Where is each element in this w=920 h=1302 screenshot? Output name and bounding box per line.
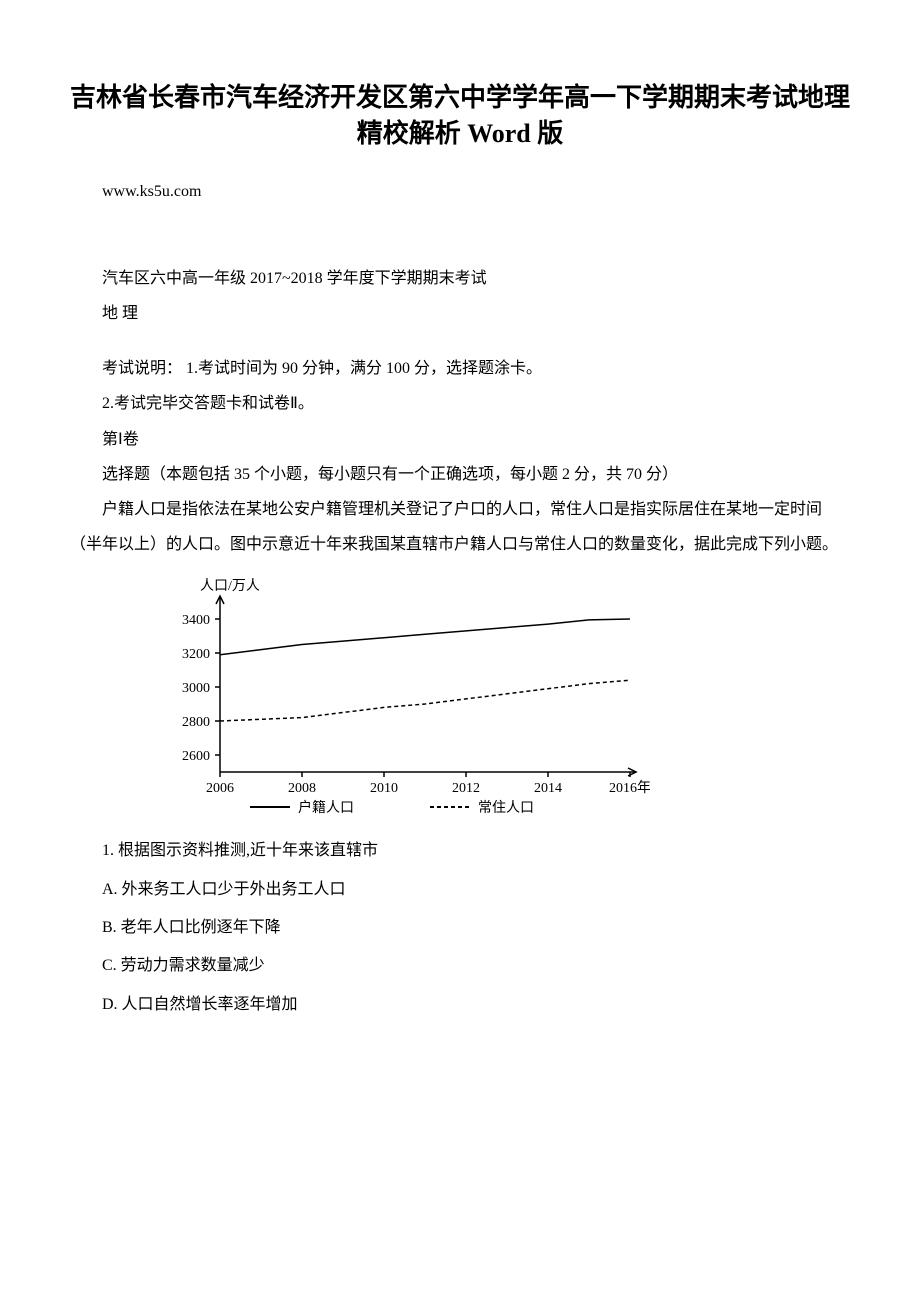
option-b: B. 老年人口比例逐年下降 (70, 909, 850, 947)
svg-text:户籍人口: 户籍人口 (298, 799, 354, 816)
svg-text:2016年: 2016年 (609, 780, 650, 796)
intro-paragraph: 户籍人口是指依法在某地公安户籍管理机关登记了户口的人口，常住人口是指实际居住在某… (70, 492, 850, 562)
option-d: D. 人口自然增长率逐年增加 (70, 986, 850, 1024)
svg-text:3400: 3400 (182, 613, 210, 628)
section-1-description: 选择题（本题包括 35 个小题，每小题只有一个正确选项，每小题 2 分，共 70… (70, 457, 850, 492)
svg-text:2008: 2008 (288, 781, 316, 796)
question-1: 1. 根据图示资料推测,近十年来该直辖市 (70, 832, 850, 870)
section-1-heading: 第Ⅰ卷 (70, 422, 850, 457)
option-c: C. 劳动力需求数量减少 (70, 947, 850, 985)
svg-text:2800: 2800 (182, 715, 210, 730)
document-title: 吉林省长春市汽车经济开发区第六中学学年高一下学期期末考试地理精校解析 Word … (70, 80, 850, 153)
svg-text:人口/万人: 人口/万人 (200, 578, 260, 594)
svg-text:2600: 2600 (182, 749, 210, 764)
svg-text:2014: 2014 (534, 781, 562, 796)
option-a: A. 外来务工人口少于外出务工人口 (70, 871, 850, 909)
svg-text:常住人口: 常住人口 (478, 800, 534, 816)
instruction-2: 2.考试完毕交答题卡和试卷Ⅱ。 (70, 386, 850, 421)
svg-text:3200: 3200 (182, 647, 210, 662)
source-url: www.ks5u.com (70, 183, 850, 201)
subject-line: 地 理 (70, 296, 850, 331)
svg-text:2012: 2012 (452, 781, 480, 796)
svg-text:2010: 2010 (370, 781, 398, 796)
instruction-1: 考试说明： 1.考试时间为 90 分钟，满分 100 分，选择题涂卡。 (70, 351, 850, 386)
header-line: 汽车区六中高一年级 2017~2018 学年度下学期期末考试 (70, 261, 850, 296)
chart-svg: 人口/万人 2600 2800 3000 3200 3400 2006 2008 2010 201… (150, 572, 650, 822)
svg-text:2006: 2006 (206, 781, 234, 796)
svg-text:3000: 3000 (182, 681, 210, 696)
population-chart: 人口/万人 2600 2800 3000 3200 3400 2006 2008 2010 201… (150, 572, 650, 822)
